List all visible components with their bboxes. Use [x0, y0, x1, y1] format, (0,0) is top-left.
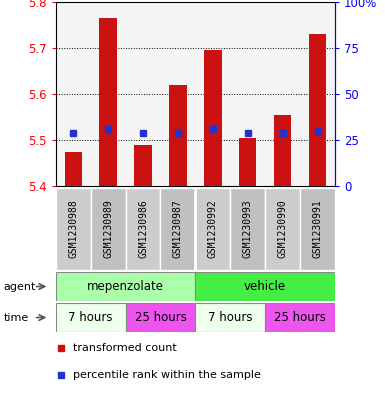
- Text: GSM1230986: GSM1230986: [138, 200, 148, 259]
- Text: GSM1230987: GSM1230987: [173, 200, 183, 259]
- Text: GSM1230988: GSM1230988: [68, 200, 78, 259]
- Bar: [56, 272, 195, 301]
- Text: GSM1230993: GSM1230993: [243, 200, 253, 259]
- Text: percentile rank within the sample: percentile rank within the sample: [72, 370, 260, 380]
- Bar: [56, 188, 91, 270]
- Bar: [99, 18, 117, 186]
- Bar: [204, 50, 221, 186]
- Text: 7 hours: 7 hours: [208, 311, 253, 324]
- Text: GSM1230989: GSM1230989: [103, 200, 113, 259]
- Text: 25 hours: 25 hours: [135, 311, 186, 324]
- Bar: [65, 152, 82, 186]
- Text: agent: agent: [4, 282, 36, 292]
- Bar: [56, 303, 126, 332]
- Text: time: time: [4, 313, 29, 323]
- Bar: [134, 145, 152, 186]
- Text: transformed count: transformed count: [72, 343, 176, 353]
- Bar: [309, 34, 326, 186]
- Text: 7 hours: 7 hours: [69, 311, 113, 324]
- Bar: [169, 85, 187, 186]
- Text: GSM1230990: GSM1230990: [278, 200, 288, 259]
- Bar: [195, 272, 335, 301]
- Bar: [265, 188, 300, 270]
- Text: mepenzolate: mepenzolate: [87, 280, 164, 293]
- Bar: [91, 188, 126, 270]
- Text: 25 hours: 25 hours: [274, 311, 326, 324]
- Bar: [195, 188, 230, 270]
- Bar: [126, 303, 195, 332]
- Bar: [161, 188, 195, 270]
- Bar: [230, 188, 265, 270]
- Text: vehicle: vehicle: [244, 280, 286, 293]
- Bar: [195, 303, 265, 332]
- Bar: [300, 188, 335, 270]
- Bar: [126, 188, 161, 270]
- Bar: [274, 115, 291, 186]
- Text: GSM1230991: GSM1230991: [313, 200, 323, 259]
- Bar: [239, 138, 256, 186]
- Text: GSM1230992: GSM1230992: [208, 200, 218, 259]
- Bar: [265, 303, 335, 332]
